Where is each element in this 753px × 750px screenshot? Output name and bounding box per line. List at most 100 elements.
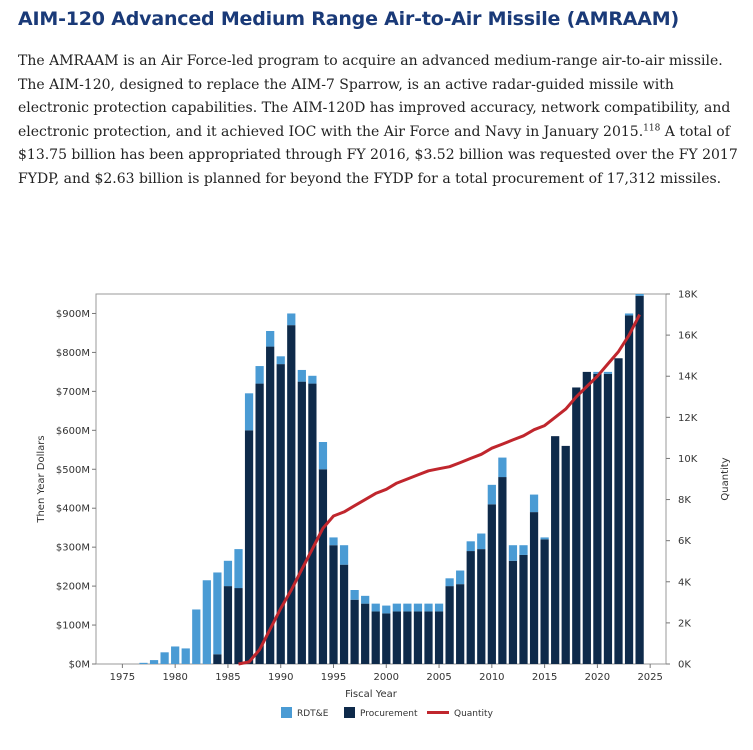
y2-tick-label: 2K — [678, 618, 691, 629]
procurement-bar — [614, 358, 623, 664]
procurement-bar — [635, 295, 644, 664]
rdte-bar — [603, 371, 613, 374]
x-axis-label: Fiscal Year — [345, 689, 398, 700]
rdte-bar — [171, 646, 180, 664]
x-tick-label: 1975 — [110, 672, 135, 683]
procurement-bar — [403, 611, 412, 664]
procurement-bar — [339, 564, 349, 664]
procurement-bar — [297, 381, 306, 664]
y2-tick-label: 8K — [678, 495, 691, 506]
procurement-bar — [477, 549, 486, 664]
x-tick-label: 2010 — [479, 672, 504, 683]
rdte-bar — [297, 369, 306, 382]
program-description: The AMRAAM is an Air Force-led program t… — [18, 50, 740, 191]
y2-tick-label: 18K — [678, 290, 698, 301]
y-tick-label: $100M — [56, 621, 90, 632]
rdte-bar — [234, 549, 243, 589]
procurement-bar — [540, 539, 549, 664]
rdte-bar — [361, 595, 370, 604]
y2-axis-label: Quantity — [720, 457, 731, 500]
page-title: AIM-120 Advanced Medium Range Air-to-Air… — [18, 8, 679, 30]
procurement-bar — [487, 504, 496, 664]
plot-frame — [95, 293, 667, 665]
procurement-bar — [223, 586, 233, 664]
procurement-bar — [244, 430, 254, 664]
y2-tick-label: 16K — [678, 331, 698, 342]
rdte-bar — [593, 371, 602, 374]
procurement-bar — [529, 512, 539, 664]
description-part-1: The AMRAAM is an Air Force-led program t… — [18, 53, 731, 140]
procurement-bar — [551, 436, 560, 664]
x-tick-label: 2015 — [532, 672, 557, 683]
legend-label-rdte: RDT&E — [297, 709, 329, 719]
procurement-bar — [424, 611, 433, 664]
rdte-bar — [139, 662, 148, 664]
procurement-bar — [445, 586, 454, 664]
description-part-2: A total of $13.75 billion has been appro… — [18, 123, 738, 187]
rdte-bar — [456, 570, 465, 585]
rdte-bar — [339, 545, 349, 565]
procurement-bar — [603, 373, 613, 664]
y-tick-label: $300M — [56, 543, 90, 554]
x-tick-label: 1985 — [215, 672, 240, 683]
x-tick-label: 2025 — [637, 672, 662, 683]
y-tick-label: $600M — [56, 426, 90, 437]
procurement-bar — [392, 611, 401, 664]
rdte-bar — [318, 442, 328, 470]
procurement-bar — [593, 373, 602, 664]
y-tick-label: $800M — [56, 348, 90, 359]
rdte-bar — [434, 603, 444, 612]
procurement-bar — [624, 315, 634, 664]
x-tick-label: 2020 — [585, 672, 610, 683]
procurement-bar — [213, 654, 222, 664]
procurement-bar — [572, 387, 581, 664]
procurement-bar — [255, 383, 264, 664]
procurement-bar — [329, 545, 338, 664]
procurement-bar — [266, 346, 275, 664]
quantity-line — [238, 313, 641, 666]
rdte-bar — [403, 603, 412, 612]
rdte-bar — [266, 331, 275, 347]
procurement-bar — [456, 584, 465, 664]
procurement-bar — [582, 371, 591, 664]
rdte-bar — [371, 603, 380, 612]
procurement-bar — [234, 588, 243, 664]
rdte-bar — [382, 605, 391, 614]
rdte-bar — [477, 533, 486, 550]
rdte-bar — [424, 603, 433, 612]
procurement-bar — [308, 383, 317, 664]
rdte-bar — [519, 545, 528, 555]
x-tick-label: 1995 — [321, 672, 346, 683]
x-tick-label: 1990 — [268, 672, 293, 683]
y-tick-label: $700M — [56, 387, 90, 398]
y-tick-label: $900M — [56, 309, 90, 320]
y2-tick-label: 10K — [678, 454, 698, 465]
x-tick-label: 2000 — [374, 672, 399, 683]
footnote-ref: 118 — [643, 122, 661, 133]
rdte-bar — [498, 457, 507, 478]
legend-swatch-procurement — [344, 707, 355, 718]
rdte-bar — [635, 294, 644, 296]
rdte-bar — [213, 572, 222, 655]
procurement-bar — [413, 611, 423, 664]
legend-label-procurement: Procurement — [360, 709, 418, 719]
y2-tick-label: 4K — [678, 577, 691, 588]
procurement-bar — [561, 445, 570, 664]
rdte-bar — [529, 494, 539, 513]
rdte-bar — [540, 537, 549, 540]
procurement-bar — [498, 477, 507, 664]
rdte-bar — [445, 578, 454, 587]
rdte-bar — [287, 313, 296, 326]
funding-quantity-chart: $0M $100M $200M $300M $400M $500M $600M $700M $8… — [36, 290, 731, 720]
procurement-bar — [508, 560, 518, 664]
y-tick-label: $500M — [56, 465, 90, 476]
rdte-bar — [149, 660, 159, 664]
rdte-bar — [160, 652, 169, 664]
rdte-bar — [276, 356, 285, 365]
rdte-bar — [392, 603, 401, 612]
procurement-bar — [371, 611, 380, 664]
y-axis-label: Then Year Dollars — [36, 435, 47, 523]
rdte-bar — [329, 537, 338, 546]
procurement-bar — [466, 551, 475, 664]
procurement-bar — [318, 469, 328, 664]
